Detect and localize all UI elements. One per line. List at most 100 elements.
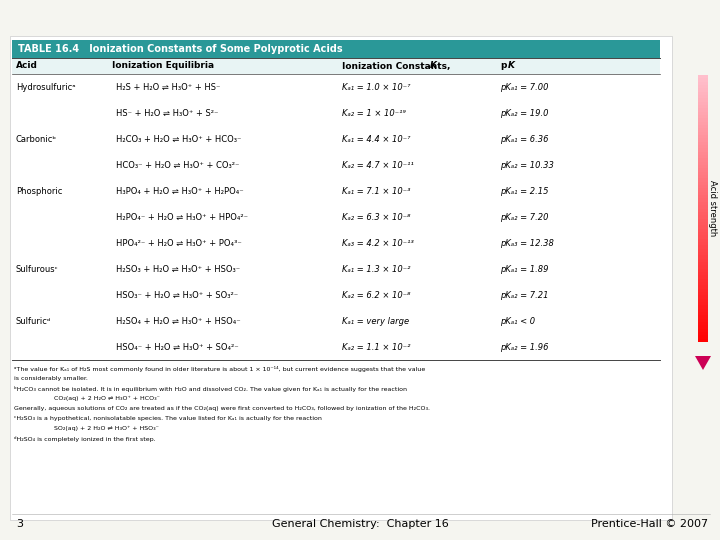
- FancyBboxPatch shape: [698, 302, 708, 305]
- FancyBboxPatch shape: [698, 312, 708, 315]
- FancyBboxPatch shape: [698, 132, 708, 135]
- FancyBboxPatch shape: [698, 185, 708, 188]
- Text: pKₐ₂ = 7.21: pKₐ₂ = 7.21: [500, 291, 549, 300]
- FancyBboxPatch shape: [698, 112, 708, 115]
- FancyBboxPatch shape: [698, 115, 708, 118]
- Text: Kₐ₁ = 4.4 × 10⁻⁷: Kₐ₁ = 4.4 × 10⁻⁷: [342, 134, 410, 144]
- Text: p: p: [500, 62, 506, 71]
- FancyBboxPatch shape: [698, 222, 708, 225]
- Text: H₂SO₃ + H₂O ⇌ H₃O⁺ + HSO₃⁻: H₂SO₃ + H₂O ⇌ H₃O⁺ + HSO₃⁻: [116, 265, 240, 273]
- Text: pKₐ₁ = 2.15: pKₐ₁ = 2.15: [500, 186, 549, 195]
- FancyBboxPatch shape: [698, 245, 708, 248]
- Text: Phosphoric: Phosphoric: [16, 186, 63, 195]
- Text: pKₐ₃ = 12.38: pKₐ₃ = 12.38: [500, 239, 554, 247]
- FancyBboxPatch shape: [698, 195, 708, 199]
- Text: Kₐ₁ = 1.3 × 10⁻²: Kₐ₁ = 1.3 × 10⁻²: [342, 265, 410, 273]
- FancyBboxPatch shape: [698, 215, 708, 219]
- FancyBboxPatch shape: [12, 58, 660, 74]
- Text: Kₐ₂ = 6.3 × 10⁻⁸: Kₐ₂ = 6.3 × 10⁻⁸: [342, 213, 410, 221]
- FancyBboxPatch shape: [698, 125, 708, 129]
- FancyBboxPatch shape: [698, 202, 708, 205]
- Text: General Chemistry:  Chapter 16: General Chemistry: Chapter 16: [271, 519, 449, 529]
- FancyBboxPatch shape: [698, 155, 708, 158]
- Text: ᵈH₂SO₄ is completely ionized in the first step.: ᵈH₂SO₄ is completely ionized in the firs…: [14, 436, 156, 442]
- FancyBboxPatch shape: [12, 40, 660, 58]
- Text: K: K: [508, 62, 515, 71]
- Text: ᵇH₂CO₃ cannot be isolated. It is in equilibrium with H₂O and dissolved CO₂. The : ᵇH₂CO₃ cannot be isolated. It is in equi…: [14, 386, 407, 392]
- FancyBboxPatch shape: [698, 82, 708, 85]
- Text: SO₂(aq) + 2 H₂O ⇌ H₃O⁺ + HSO₃⁻: SO₂(aq) + 2 H₂O ⇌ H₃O⁺ + HSO₃⁻: [14, 426, 159, 431]
- FancyBboxPatch shape: [698, 138, 708, 141]
- Text: Kₐ₁ = 7.1 × 10⁻³: Kₐ₁ = 7.1 × 10⁻³: [342, 186, 410, 195]
- Text: pKₐ₁ = 6.36: pKₐ₁ = 6.36: [500, 134, 549, 144]
- Text: HCO₃⁻ + H₂O ⇌ H₃O⁺ + CO₃²⁻: HCO₃⁻ + H₂O ⇌ H₃O⁺ + CO₃²⁻: [116, 160, 239, 170]
- FancyBboxPatch shape: [698, 315, 708, 319]
- Text: CO₂(aq) + 2 H₂O ⇌ H₃O⁺ + HCO₃⁻: CO₂(aq) + 2 H₂O ⇌ H₃O⁺ + HCO₃⁻: [14, 396, 160, 401]
- Text: Kₐ₂ = 4.7 × 10⁻¹¹: Kₐ₂ = 4.7 × 10⁻¹¹: [342, 160, 414, 170]
- FancyBboxPatch shape: [698, 332, 708, 335]
- FancyBboxPatch shape: [698, 329, 708, 332]
- FancyBboxPatch shape: [698, 141, 708, 145]
- Text: Sulfuricᵈ: Sulfuricᵈ: [16, 316, 51, 326]
- FancyBboxPatch shape: [698, 262, 708, 265]
- FancyBboxPatch shape: [698, 212, 708, 215]
- FancyBboxPatch shape: [698, 208, 708, 212]
- FancyBboxPatch shape: [698, 129, 708, 132]
- Text: HSO₃⁻ + H₂O ⇌ H₃O⁺ + SO₃²⁻: HSO₃⁻ + H₂O ⇌ H₃O⁺ + SO₃²⁻: [116, 291, 238, 300]
- FancyBboxPatch shape: [698, 78, 708, 82]
- FancyBboxPatch shape: [698, 152, 708, 155]
- Text: Prentice-Hall © 2007: Prentice-Hall © 2007: [591, 519, 708, 529]
- FancyBboxPatch shape: [698, 282, 708, 285]
- FancyBboxPatch shape: [698, 109, 708, 112]
- FancyBboxPatch shape: [698, 252, 708, 255]
- FancyBboxPatch shape: [698, 242, 708, 245]
- FancyBboxPatch shape: [698, 268, 708, 272]
- Text: Kₐ₁ = 1.0 × 10⁻⁷: Kₐ₁ = 1.0 × 10⁻⁷: [342, 83, 410, 91]
- FancyBboxPatch shape: [698, 175, 708, 178]
- FancyBboxPatch shape: [698, 232, 708, 235]
- FancyBboxPatch shape: [698, 295, 708, 299]
- Text: Generally, aqueous solutions of CO₂ are treated as if the CO₂(aq) were first con: Generally, aqueous solutions of CO₂ are …: [14, 406, 430, 411]
- Text: H₂SO₄ + H₂O ⇌ H₃O⁺ + HSO₄⁻: H₂SO₄ + H₂O ⇌ H₃O⁺ + HSO₄⁻: [116, 316, 240, 326]
- Text: ᶜH₂SO₃ is a hypothetical, nonisolatable species. The value listed for Kₐ₁ is act: ᶜH₂SO₃ is a hypothetical, nonisolatable …: [14, 416, 322, 421]
- Text: Ionization Constants,: Ionization Constants,: [342, 62, 454, 71]
- FancyBboxPatch shape: [698, 325, 708, 329]
- Text: Ionization Equilibria: Ionization Equilibria: [112, 62, 214, 71]
- Text: HSO₄⁻ + H₂O ⇌ H₃O⁺ + SO₄²⁻: HSO₄⁻ + H₂O ⇌ H₃O⁺ + SO₄²⁻: [116, 342, 238, 352]
- FancyBboxPatch shape: [698, 235, 708, 239]
- Text: Kₐ₂ = 6.2 × 10⁻⁸: Kₐ₂ = 6.2 × 10⁻⁸: [342, 291, 410, 300]
- Text: Sulfurousᶜ: Sulfurousᶜ: [16, 265, 58, 273]
- FancyBboxPatch shape: [698, 279, 708, 282]
- FancyBboxPatch shape: [698, 259, 708, 262]
- Text: ᵃThe value for Kₐ₁ of H₂S most commonly found in older literature is about 1 × 1: ᵃThe value for Kₐ₁ of H₂S most commonly …: [14, 366, 426, 372]
- FancyBboxPatch shape: [698, 122, 708, 125]
- FancyBboxPatch shape: [698, 188, 708, 192]
- Text: H₃PO₄ + H₂O ⇌ H₃O⁺ + H₂PO₄⁻: H₃PO₄ + H₂O ⇌ H₃O⁺ + H₂PO₄⁻: [116, 186, 243, 195]
- Text: H₂S + H₂O ⇌ H₃O⁺ + HS⁻: H₂S + H₂O ⇌ H₃O⁺ + HS⁻: [116, 83, 220, 91]
- Text: Acid strength: Acid strength: [708, 180, 716, 237]
- Text: HPO₄²⁻ + H₂O ⇌ H₃O⁺ + PO₄³⁻: HPO₄²⁻ + H₂O ⇌ H₃O⁺ + PO₄³⁻: [116, 239, 242, 247]
- FancyBboxPatch shape: [698, 225, 708, 228]
- FancyBboxPatch shape: [698, 145, 708, 149]
- Text: pKₐ₁ = 7.00: pKₐ₁ = 7.00: [500, 83, 549, 91]
- Text: Kₐ₂ = 1 × 10⁻¹⁹: Kₐ₂ = 1 × 10⁻¹⁹: [342, 109, 406, 118]
- FancyBboxPatch shape: [698, 162, 708, 165]
- FancyBboxPatch shape: [698, 178, 708, 182]
- FancyArrow shape: [695, 342, 711, 370]
- Text: Kₐ₁ = very large: Kₐ₁ = very large: [342, 316, 409, 326]
- Text: HS⁻ + H₂O ⇌ H₃O⁺ + S²⁻: HS⁻ + H₂O ⇌ H₃O⁺ + S²⁻: [116, 109, 218, 118]
- FancyBboxPatch shape: [698, 322, 708, 325]
- Text: pKₐ₂ = 1.96: pKₐ₂ = 1.96: [500, 342, 549, 352]
- Text: Acid: Acid: [16, 62, 38, 71]
- FancyBboxPatch shape: [698, 335, 708, 339]
- Text: Hydrosulfuricᵃ: Hydrosulfuricᵃ: [16, 83, 76, 91]
- FancyBboxPatch shape: [698, 339, 708, 342]
- FancyBboxPatch shape: [698, 255, 708, 259]
- FancyBboxPatch shape: [698, 275, 708, 279]
- Text: pKₐ₂ = 10.33: pKₐ₂ = 10.33: [500, 160, 554, 170]
- FancyBboxPatch shape: [698, 172, 708, 175]
- FancyBboxPatch shape: [698, 102, 708, 105]
- FancyBboxPatch shape: [698, 89, 708, 92]
- FancyBboxPatch shape: [698, 92, 708, 95]
- FancyBboxPatch shape: [698, 135, 708, 138]
